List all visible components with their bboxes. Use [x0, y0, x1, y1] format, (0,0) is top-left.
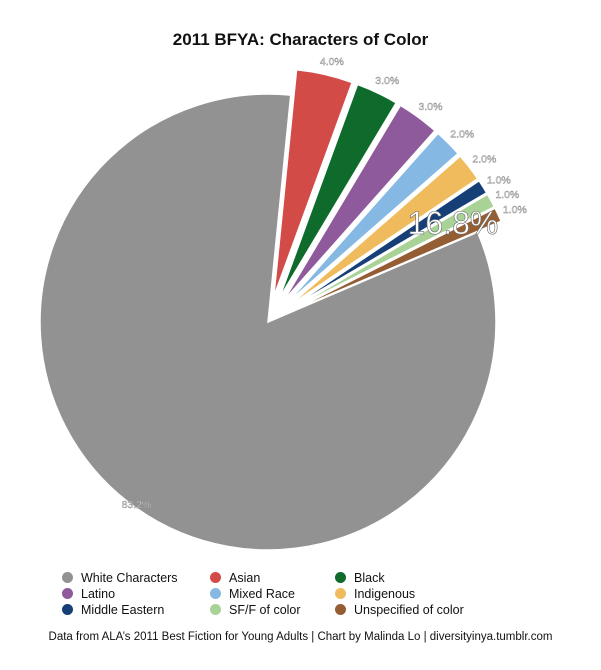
legend-swatch	[62, 588, 73, 599]
pie-slices	[39, 68, 503, 551]
legend-item: Unspecified of color	[335, 602, 495, 617]
chart-title: 2011 BFYA: Characters of Color	[172, 30, 429, 49]
pie-value-label: 1.0%	[495, 189, 519, 201]
pie-value-label: 1.0%	[487, 174, 511, 186]
legend-item: White Characters	[62, 570, 210, 585]
pie-slice-middle-eastern	[289, 179, 488, 309]
pie-value-labels: 83.2% 4.0% 3.0% 3.0% 2.0% 2.0% 1.0% 1.0% 1.0%	[121, 56, 527, 512]
legend-swatch	[210, 572, 221, 583]
legend-item: Latino	[62, 586, 210, 601]
pie-slice-white-characters	[39, 93, 497, 551]
legend-label: Mixed Race	[229, 586, 295, 601]
legend-item: Asian	[210, 570, 335, 585]
legend-item: SF/F of color	[210, 602, 335, 617]
pie-slice-latino	[282, 104, 436, 302]
chart-legend: White Characters Asian Black Latino Mixed Ra…	[62, 570, 522, 617]
pie-value-label: 2.0%	[450, 128, 474, 140]
pie-value-label: 3.0%	[419, 101, 443, 113]
pie-value-label: 2.0%	[472, 154, 496, 166]
legend-swatch	[210, 604, 221, 615]
legend-label: Asian	[229, 570, 261, 585]
legend-swatch	[62, 572, 73, 583]
legend-swatch	[210, 588, 221, 599]
pie-value-label: 1.0%	[503, 204, 527, 216]
pie-value-label: 4.0%	[320, 56, 344, 68]
pie-value-label: 3.0%	[375, 75, 399, 87]
legend-swatch	[335, 588, 346, 599]
pie-slice-asian	[273, 68, 354, 297]
legend-label: Latino	[81, 586, 116, 601]
source-note: Data from ALA’s 2011 Best Fiction for Yo…	[48, 631, 553, 643]
legend-label: SF/F of color	[229, 602, 301, 617]
pie-slice-sf-f-of-color	[290, 193, 496, 311]
legend-swatch	[335, 604, 346, 615]
pie-slice-mixed-race	[285, 132, 460, 305]
legend-label: Unspecified of color	[354, 602, 464, 617]
legend-item: Middle Eastern	[62, 602, 210, 617]
chart-annotation: 16.8%	[408, 205, 499, 241]
legend-item: Black	[335, 570, 495, 585]
pie-value-label: 83.2%	[122, 499, 152, 511]
legend-item: Mixed Race	[210, 586, 335, 601]
legend-label: Middle Eastern	[81, 602, 165, 617]
pie-slice-indigenous	[288, 155, 479, 307]
pie-slice-black	[278, 83, 398, 299]
pie-slice-unspecified-of-color	[291, 207, 503, 312]
legend-swatch	[62, 604, 73, 615]
legend-swatch	[335, 572, 346, 583]
legend-label: White Characters	[81, 570, 178, 585]
legend-label: Black	[354, 570, 385, 585]
legend-label: Indigenous	[354, 586, 416, 601]
legend-item: Indigenous	[335, 586, 495, 601]
